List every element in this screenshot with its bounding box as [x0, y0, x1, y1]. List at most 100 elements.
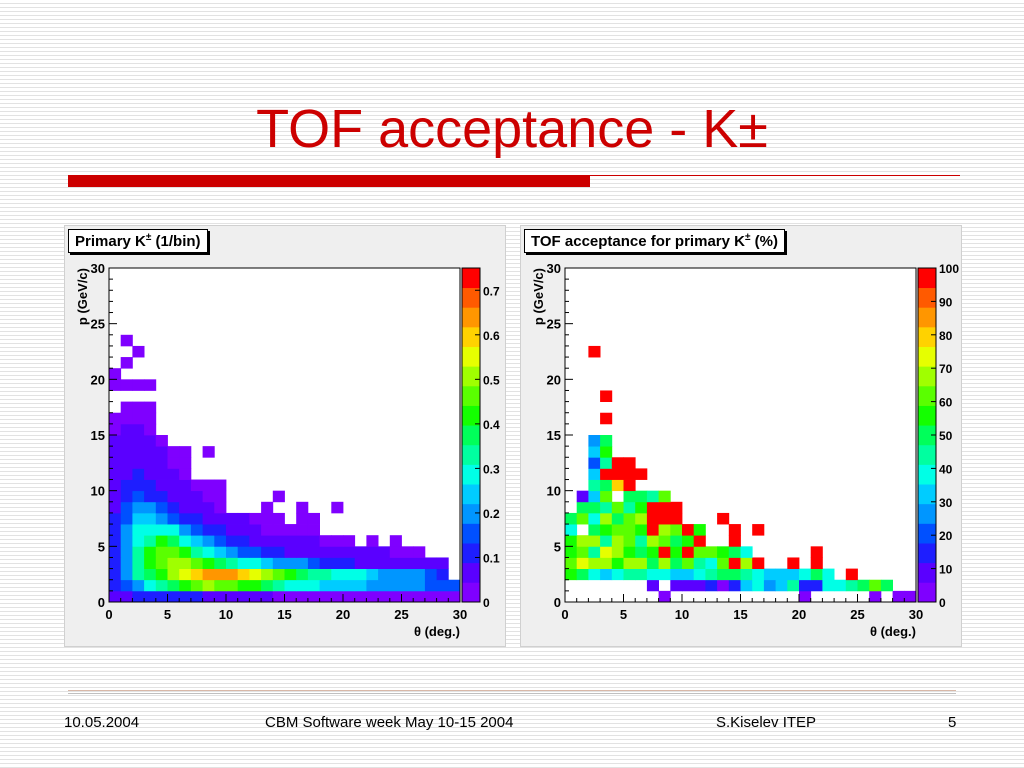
- heatmap-cell: [588, 457, 601, 469]
- heatmap-cell: [413, 568, 426, 581]
- heatmap-cell: [658, 524, 671, 536]
- heatmap-cell: [448, 579, 461, 592]
- chart-title-unit: (1/bin): [155, 233, 201, 250]
- heatmap-cell: [120, 557, 133, 569]
- heatmap-cell: [237, 568, 250, 581]
- heatmap-cell: [331, 557, 344, 569]
- heatmap-cell: [565, 535, 578, 547]
- heatmap-cell: [670, 546, 683, 558]
- x-tick-label: 10: [219, 607, 233, 622]
- heatmap-cell: [120, 546, 133, 558]
- heatmap-cell: [728, 546, 741, 558]
- x-tick-label: 20: [792, 607, 806, 622]
- heatmap-cell: [670, 524, 683, 536]
- heatmap-cell: [167, 446, 180, 458]
- heatmap-cell: [284, 535, 297, 547]
- heatmap-cell: [623, 479, 636, 492]
- primary-k-histogram-title: Primary K± (1/bin): [68, 229, 208, 253]
- heatmap-cell: [202, 524, 215, 536]
- color-scale-segment: [462, 503, 480, 524]
- color-scale-label: 100: [939, 262, 959, 276]
- y-tick-label: 20: [91, 372, 105, 387]
- heatmap-cell: [179, 490, 192, 503]
- heatmap-cell: [132, 490, 145, 503]
- heatmap-cell: [167, 590, 180, 603]
- heatmap-cell: [635, 524, 648, 536]
- heatmap-cell: [682, 535, 695, 547]
- heatmap-cell: [190, 535, 203, 547]
- heatmap-cell: [202, 546, 215, 558]
- heatmap-cell: [109, 590, 122, 603]
- heatmap-cell: [740, 568, 753, 581]
- heatmap-cell: [611, 479, 624, 492]
- heatmap-cell: [249, 579, 262, 592]
- heatmap-cell: [109, 479, 122, 492]
- heatmap-cell: [226, 557, 239, 569]
- heatmap-cell: [109, 423, 122, 436]
- heatmap-cell: [296, 568, 309, 581]
- heatmap-cell: [132, 535, 145, 547]
- color-scale-segment: [918, 562, 936, 583]
- heatmap-cell: [646, 557, 659, 569]
- heatmap-cell: [670, 501, 683, 514]
- x-tick-label: 5: [620, 607, 627, 622]
- heatmap-cell: [436, 568, 449, 581]
- heatmap-cell: [752, 557, 765, 569]
- heatmap-cell: [389, 546, 402, 558]
- heatmap-cell: [588, 435, 601, 447]
- color-scale-segment: [918, 543, 936, 564]
- heatmap-cell: [588, 535, 601, 547]
- heatmap-cell: [588, 557, 601, 569]
- heatmap-cell: [623, 501, 636, 514]
- heatmap-cell: [307, 579, 320, 592]
- y-tick-label: 10: [547, 484, 561, 499]
- heatmap-cell: [179, 590, 192, 603]
- heatmap-cell: [144, 435, 157, 447]
- footer-page-number: 5: [948, 714, 957, 731]
- heatmap-cell: [261, 501, 274, 514]
- heatmap-cell: [413, 546, 426, 558]
- heatmap-cell: [693, 557, 706, 569]
- heatmap-cell: [378, 546, 391, 558]
- heatmap-cell: [214, 568, 227, 581]
- heatmap-cell: [109, 568, 122, 581]
- heatmap-cell: [740, 579, 753, 592]
- heatmap-cell: [249, 546, 262, 558]
- heatmap-cell: [880, 579, 893, 592]
- heatmap-cell: [646, 546, 659, 558]
- heatmap-cell: [179, 446, 192, 458]
- heatmap-cell: [120, 412, 133, 425]
- heatmap-cell: [144, 457, 157, 469]
- heatmap-cell: [120, 457, 133, 469]
- heatmap-cell: [261, 590, 274, 603]
- heatmap-cell: [179, 512, 192, 525]
- heatmap-cell: [261, 512, 274, 525]
- heatmap-cell: [202, 446, 215, 458]
- heatmap-cell: [576, 535, 589, 547]
- heatmap-cell: [705, 546, 718, 558]
- heatmap-cell: [296, 579, 309, 592]
- heatmap-cell: [646, 535, 659, 547]
- heatmap-cell: [600, 524, 613, 536]
- heatmap-cell: [202, 590, 215, 603]
- heatmap-cell: [237, 590, 250, 603]
- color-scale-label: 20: [939, 529, 953, 543]
- x-axis-title: θ (deg.): [414, 624, 460, 639]
- heatmap-cell: [284, 568, 297, 581]
- heatmap-cell: [623, 490, 636, 503]
- heatmap-cell: [307, 557, 320, 569]
- heatmap-cell: [202, 490, 215, 503]
- y-axis-title: p (GeV/c): [75, 268, 90, 325]
- color-scale-segment: [462, 523, 480, 544]
- heatmap-cell: [144, 423, 157, 436]
- heatmap-cell: [132, 590, 145, 603]
- heatmap-cell: [354, 546, 367, 558]
- heatmap-cell: [132, 423, 145, 436]
- heatmap-cell: [155, 568, 168, 581]
- heatmap-cell: [155, 579, 168, 592]
- heatmap-cell: [623, 535, 636, 547]
- heatmap-cell: [331, 579, 344, 592]
- heatmap-cell: [296, 546, 309, 558]
- heatmap-cell: [132, 412, 145, 425]
- color-scale-segment: [462, 307, 480, 328]
